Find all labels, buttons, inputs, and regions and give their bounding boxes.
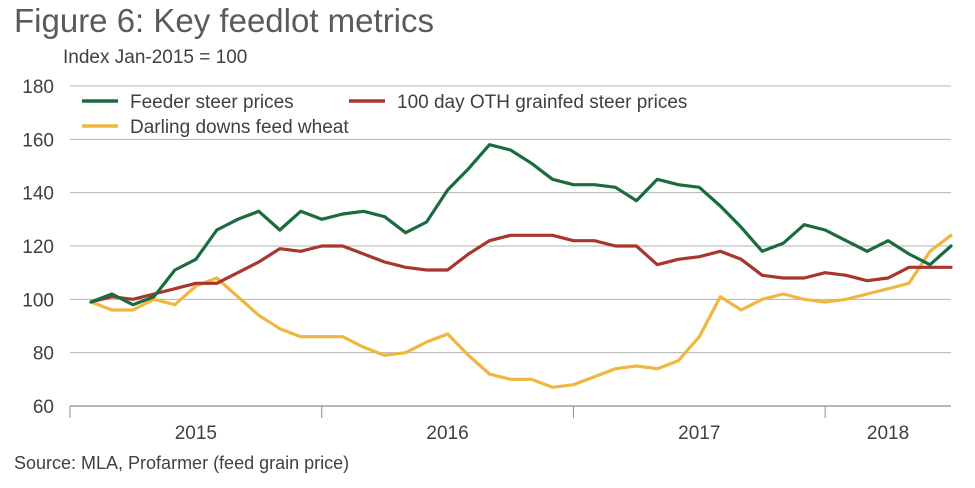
x-axis: 2015 2016 2017 2018 — [69, 406, 909, 444]
y-tick-label: 180 — [22, 77, 54, 98]
x-tick-label: 2015 — [175, 423, 217, 444]
y-tick-labels: 60 80 100 120 140 160 180 — [22, 77, 54, 418]
legend-label: Feeder steer prices — [130, 92, 294, 113]
source-note: Source: MLA, Profarmer (feed grain price… — [14, 453, 350, 473]
chart-title: Figure 6: Key feedlot metrics — [14, 2, 435, 39]
series-lines — [89, 143, 953, 389]
x-tick-label: 2016 — [426, 423, 468, 444]
legend-label: Darling downs feed wheat — [130, 117, 349, 138]
x-tick-label: 2018 — [867, 423, 909, 444]
y-tick-label: 120 — [22, 237, 54, 258]
y-tick-label: 140 — [22, 184, 54, 205]
legend: Feeder steer prices 100 day OTH grainfed … — [82, 92, 687, 138]
y-tick-label: 80 — [33, 344, 54, 365]
series-line — [89, 233, 953, 389]
y-axis-label: Index Jan-2015 = 100 — [63, 47, 248, 68]
y-tick-label: 100 — [22, 290, 54, 311]
series-line — [89, 233, 953, 304]
y-tick-label: 160 — [22, 130, 54, 151]
y-tick-label: 60 — [33, 397, 54, 418]
series-line — [89, 143, 953, 307]
x-tick-label: 2017 — [678, 423, 720, 444]
gridlines — [70, 85, 951, 407]
legend-label: 100 day OTH grainfed steer prices — [397, 92, 687, 113]
